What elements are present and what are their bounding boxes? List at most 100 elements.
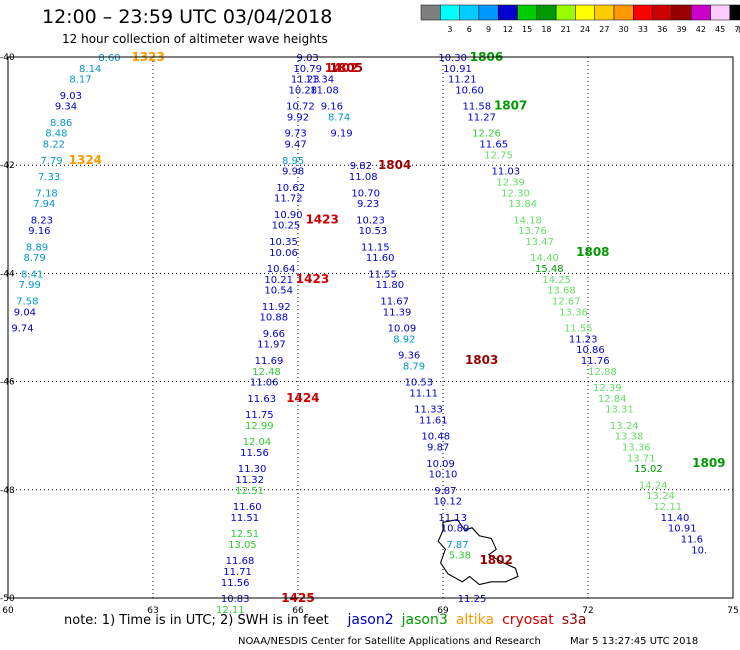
wave-height-label: 12.51 (235, 486, 264, 497)
wave-height-label: 11.06 (250, 378, 279, 389)
legend-label: 33 (638, 25, 648, 34)
wave-height-label: 13.47 (525, 237, 554, 248)
wave-height-label: 12.48 (252, 367, 281, 378)
legend-swatch (671, 4, 692, 21)
legend-label: 24 (580, 25, 590, 34)
pass-time-label: 1805 (330, 61, 363, 75)
lat-tick-label: -44 (0, 269, 15, 279)
note-line: note: 1) Time is in UTC; 2) SWH is in fe… (64, 612, 587, 628)
wave-height-label: 11.08 (349, 172, 378, 183)
wave-height-label: 9.04 (14, 307, 36, 318)
wave-height-label: 8.79 (403, 361, 425, 372)
wave-height-label: 9.03 (297, 53, 319, 64)
wave-height-label: 11.68 (226, 556, 255, 567)
wave-height-label: 14.40 (530, 253, 559, 264)
wave-height-label: 10.48 (421, 432, 450, 443)
wave-height-label: 11.55 (564, 324, 593, 335)
legend-label: 21 (561, 25, 571, 34)
legend-swatch (536, 4, 557, 21)
wave-height-label: 12.11 (653, 502, 682, 513)
legend-swatch (690, 4, 711, 21)
legend-label: 70 (734, 25, 740, 34)
wave-height-label: 11.23 (569, 334, 598, 345)
legend-swatch (440, 4, 460, 21)
legend-label: 18 (541, 25, 551, 34)
legend-label: 45 (715, 25, 725, 34)
wave-height-label: 13.36 (559, 307, 588, 318)
wave-height-label: 11.33 (414, 405, 443, 416)
legend-swatch (652, 4, 673, 21)
wave-height-label: 11.11 (409, 388, 438, 399)
footer-credit: NOAA/NESDIS Center for Satellite Applica… (238, 636, 541, 647)
satellite-legend-jason3: jason3 (401, 612, 448, 628)
wave-height-label: 9.19 (330, 129, 352, 140)
satellite-legend-s3a: s3a (561, 612, 587, 628)
wave-height-label: 7.99 (19, 280, 41, 291)
legend-swatch (613, 4, 634, 21)
satellite-legend-jason2: jason2 (347, 612, 394, 628)
footer: NOAA/NESDIS Center for Satellite Applica… (238, 636, 698, 647)
wave-height-label: 8.17 (69, 75, 91, 86)
wave-height-label: 10.88 (260, 313, 289, 324)
wave-height-label: 8.92 (393, 334, 415, 345)
wave-height-label: 11.40 (661, 513, 690, 524)
wave-height-label: 11.6 (681, 534, 703, 545)
wave-height-label: 10.62 (276, 183, 305, 194)
wave-height-label: 13.38 (615, 432, 644, 443)
legend-swatch (710, 4, 731, 21)
legend-swatch (517, 4, 538, 21)
wave-height-label: 14.24 (639, 480, 668, 491)
wave-height-label: 12.67 (552, 296, 581, 307)
satellite-legend: jason2 jason3 altika cryosat s3a (340, 612, 587, 628)
wave-height-label: 11.92 (262, 302, 291, 313)
lon-tick-label: 75 (727, 606, 738, 616)
wave-height-label: 10.89 (441, 524, 470, 535)
wave-height-label: 9.34 (55, 102, 77, 113)
wave-height-label: 11.69 (255, 356, 284, 367)
wave-height-label: 11.32 (235, 475, 264, 486)
wave-height-label: 10.64 (267, 264, 296, 275)
legend-swatch (497, 4, 518, 21)
wave-height-label: 9.87 (434, 486, 456, 497)
wave-height-label: 10.09 (388, 324, 417, 335)
wave-height-label: 11.15 (361, 242, 390, 253)
wave-height-label: 13.31 (605, 405, 634, 416)
wave-height-label: 8.79 (23, 253, 45, 264)
pass-time-label: 1809 (692, 456, 725, 470)
lon-tick-label: 66 (292, 606, 304, 616)
wave-height-label: 10.86 (576, 345, 605, 356)
wave-height-label: 12.30 (501, 188, 530, 199)
wave-height-label: 10.90 (274, 210, 303, 221)
lon-tick-label: 72 (582, 606, 593, 616)
wave-height-label: 11.61 (419, 415, 448, 426)
legend-label: 36 (657, 25, 667, 34)
wave-height-label: 7.79 (40, 156, 62, 167)
wave-height-label: 11.56 (221, 578, 250, 589)
satellite-legend-cryosat: cryosat (502, 612, 554, 628)
wave-height-label: 11.60 (366, 253, 395, 264)
wave-height-label: 12.84 (598, 394, 627, 405)
lon-tick-label: 60 (2, 606, 14, 616)
pass-time-label: 1808 (576, 245, 609, 259)
wave-height-label: 11.23 (291, 75, 320, 86)
legend-label: 15 (522, 25, 532, 34)
wave-height-label: 12.04 (243, 437, 272, 448)
pass-time-label: 1803 (465, 353, 498, 367)
wave-height-label: 12.88 (588, 367, 617, 378)
pass-time-label: 1324 (69, 153, 102, 167)
wave-height-label: 11.13 (438, 513, 467, 524)
wave-height-label: 10.79 (293, 64, 322, 75)
wave-height-label: 8.48 (45, 129, 67, 140)
wave-height-label: 10.72 (286, 102, 315, 113)
wave-height-label: 10.60 (455, 85, 484, 96)
legend-swatch (478, 4, 499, 21)
wave-height-label: 10.12 (434, 497, 463, 508)
wave-height-label: 11.63 (247, 394, 276, 405)
wave-height-label: 7.58 (16, 296, 38, 307)
footer-timestamp: Mar 5 13:27:45 UTC 2018 (570, 636, 699, 647)
legend-swatch (420, 4, 441, 21)
wave-height-label: 8.60 (98, 53, 120, 64)
wave-height-label: 13.68 (547, 286, 576, 297)
wave-height-label: 11.39 (383, 307, 412, 318)
